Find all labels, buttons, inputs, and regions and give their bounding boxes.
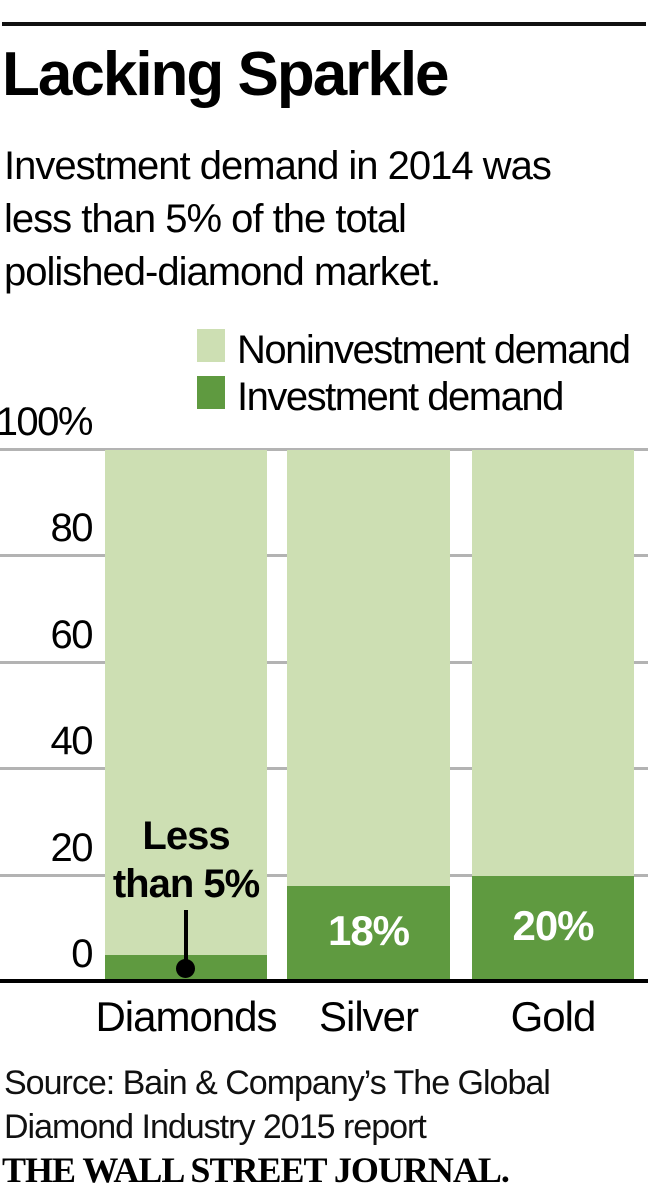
bar-segment-noninvestment-silver <box>287 450 450 886</box>
source-credit-line: Diamond Industry 2015 report <box>4 1108 427 1146</box>
ytick-100: 100% <box>0 400 94 444</box>
ytick-0: 0 <box>71 932 93 976</box>
chart-subtitle-line: Investment demand in 2014 was <box>4 144 552 188</box>
bar-segment-investment-silver <box>287 886 450 982</box>
ytick-80: 80 <box>50 506 94 550</box>
legend-swatch-investment <box>197 376 225 409</box>
chart-title: Lacking Sparkle <box>2 40 450 109</box>
ytick-40: 40 <box>50 719 94 763</box>
legend-label-investment: Investment demand <box>237 375 564 419</box>
legend-label-noninvestment: Noninvestment demand <box>237 328 631 372</box>
bar-segment-noninvestment-diamonds <box>105 450 267 955</box>
x-axis-baseline <box>0 979 648 983</box>
top-divider-rule <box>2 22 646 26</box>
ytick-20: 20 <box>50 826 94 870</box>
source-credit-line: Source: Bain & Company’s The Global <box>4 1064 551 1102</box>
category-label-silver: Silver <box>318 993 419 1040</box>
ytick-60: 60 <box>50 613 94 657</box>
category-label-diamonds: Diamonds <box>95 993 277 1040</box>
annotation-text-line: Less <box>142 814 230 858</box>
bar-segment-investment-gold <box>472 876 634 982</box>
chart-subtitle-line: polished-diamond market. <box>4 250 441 294</box>
legend-swatch-noninvestment <box>197 329 225 362</box>
category-label-gold: Gold <box>510 993 597 1040</box>
wsj-logo: THE WALL STREET JOURNAL. <box>2 1150 510 1190</box>
annotation-pointer-line <box>184 910 188 962</box>
value-label-silver: 18% <box>327 907 410 954</box>
annotation-pointer-dot <box>176 959 195 978</box>
gridline-100 <box>0 448 648 451</box>
annotation-text-line: than 5% <box>112 862 260 906</box>
bar-segment-noninvestment-gold <box>472 450 634 876</box>
value-label-gold: 20% <box>512 902 594 949</box>
chart-subtitle-line: less than 5% of the total <box>4 197 407 241</box>
